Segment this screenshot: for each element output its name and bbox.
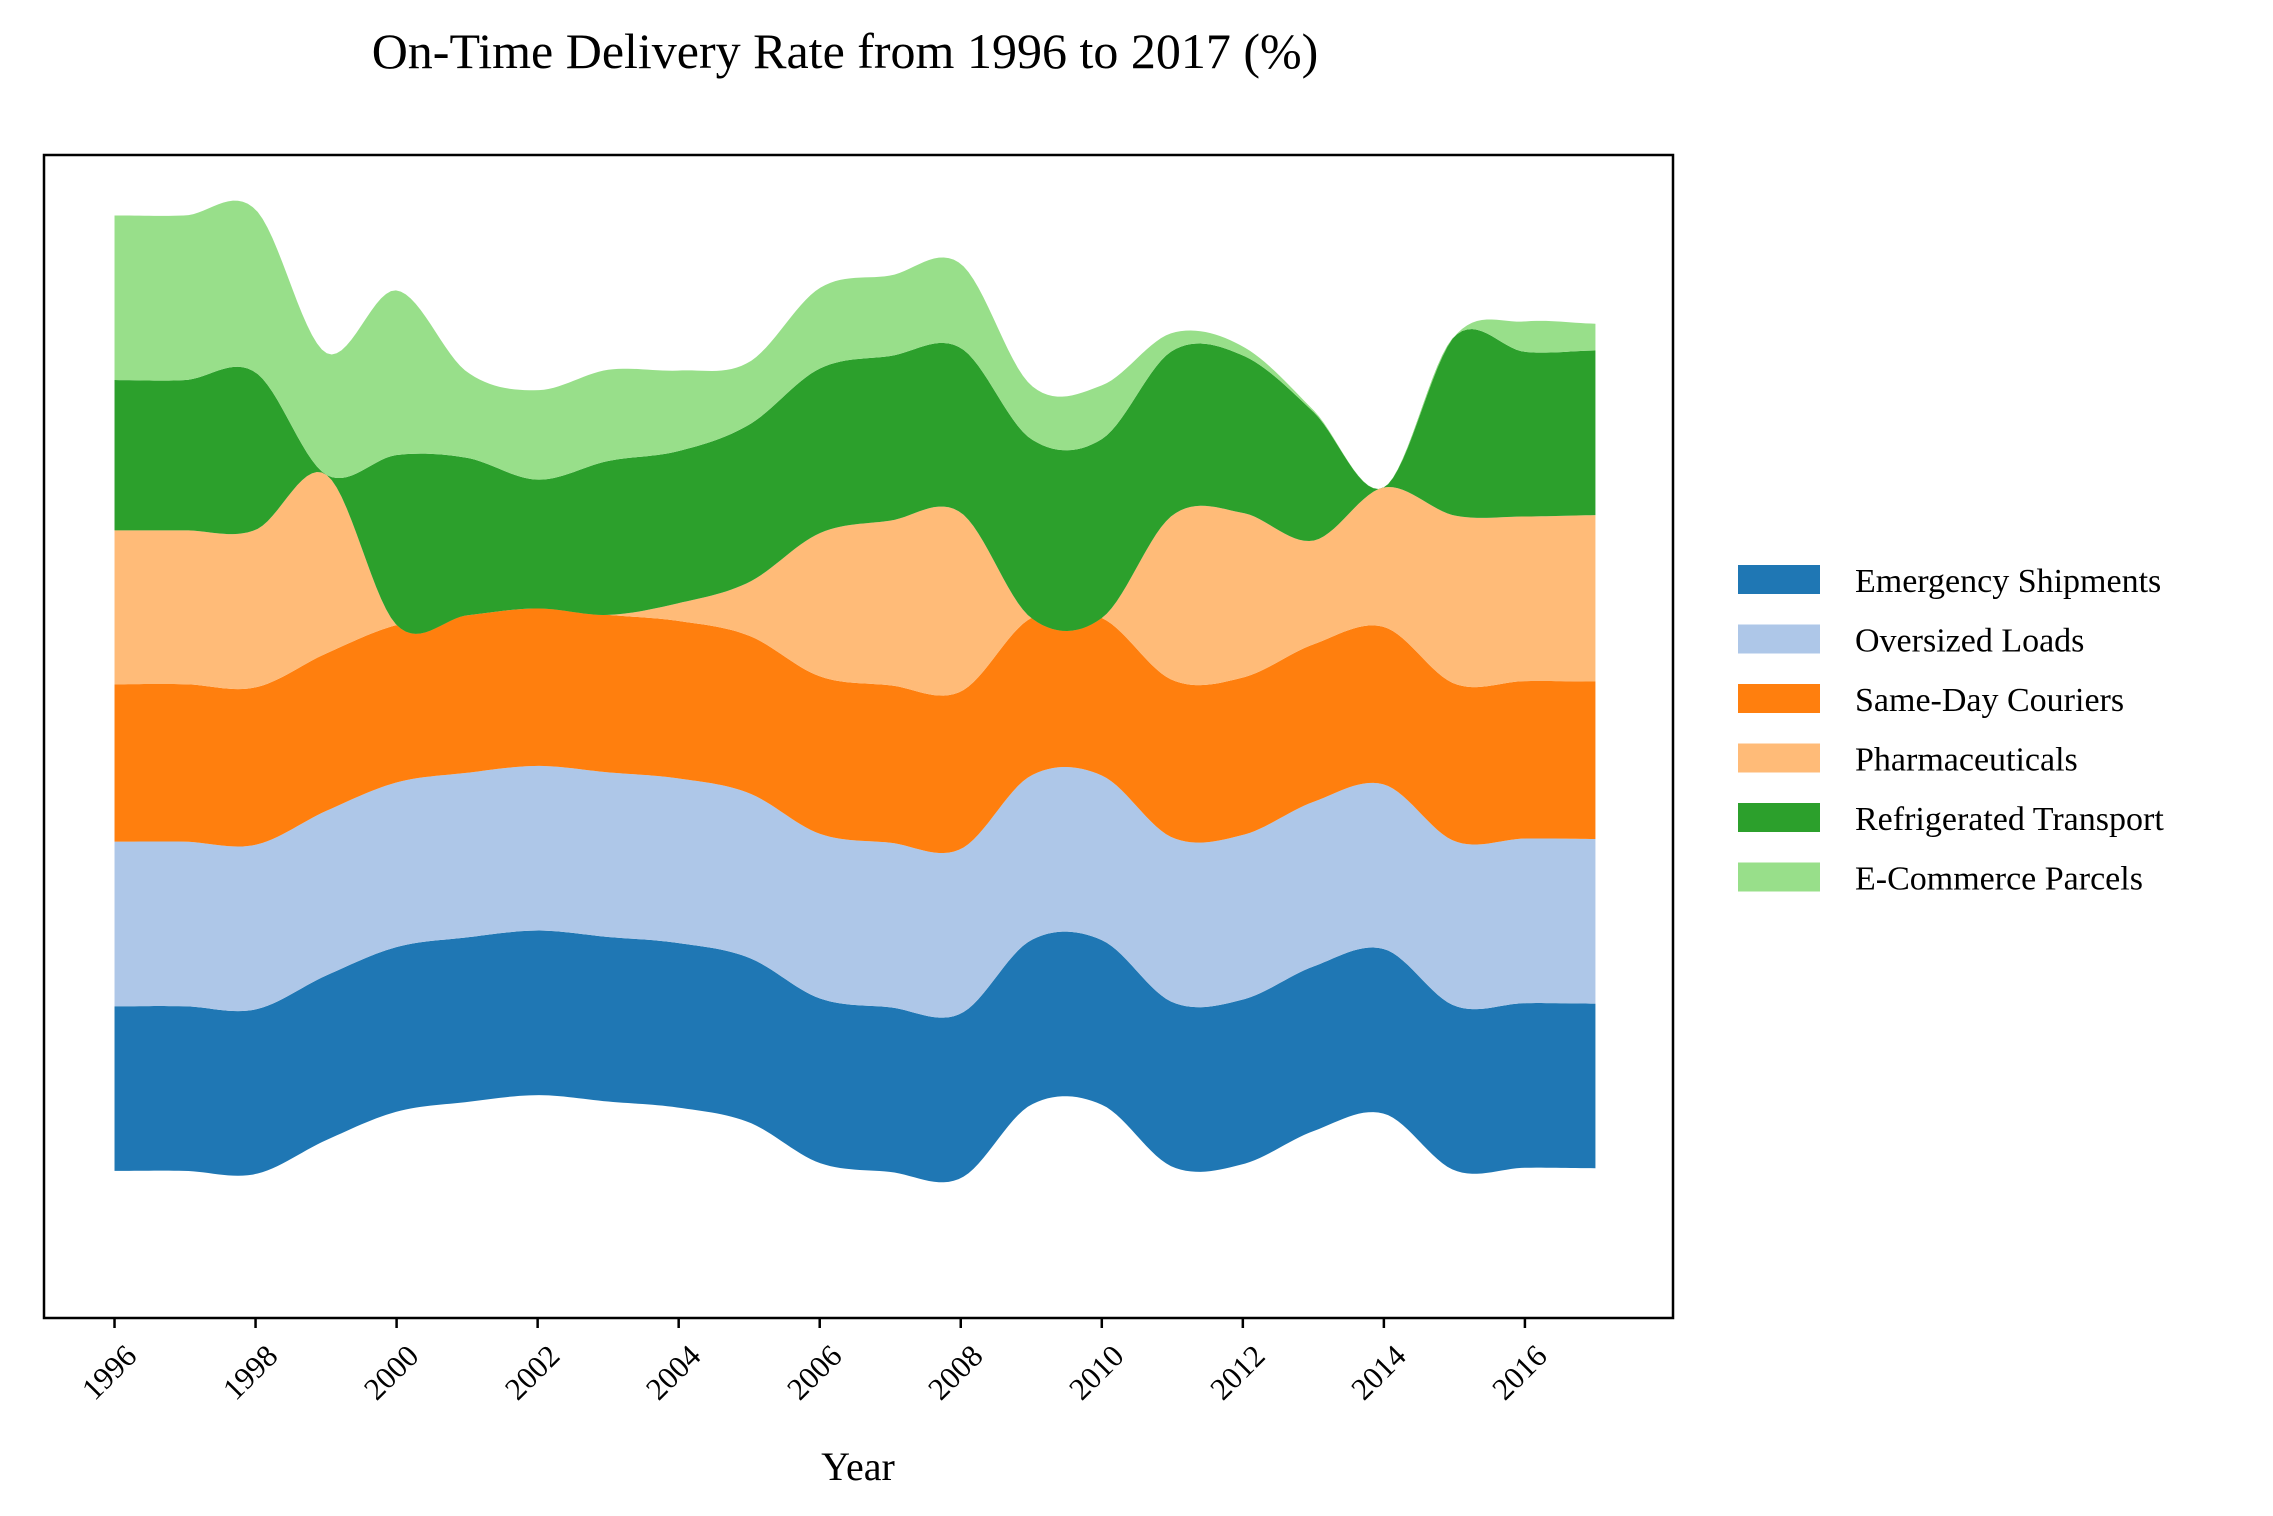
x-tick-label: 2006: [780, 1338, 849, 1407]
legend-label: Emergency Shipments: [1855, 563, 2161, 600]
x-tick-label: 2016: [1485, 1338, 1554, 1407]
legend-swatch: [1738, 565, 1820, 594]
legend-swatch: [1738, 624, 1820, 654]
legend-label: Same-Day Couriers: [1855, 682, 2124, 719]
x-tick-label: 2014: [1344, 1338, 1413, 1407]
legend-swatch: [1738, 743, 1820, 773]
legend-label: Refrigerated Transport: [1855, 801, 2164, 838]
x-axis: 1996 1998 2000 2002 2004 2006 2008 2010 2012 2014…: [75, 1318, 1554, 1407]
legend-swatch: [1738, 684, 1820, 713]
plot-frame: [42, 153, 1675, 1320]
x-tick-label: 2008: [921, 1338, 990, 1407]
x-tick-label: 2004: [639, 1338, 708, 1407]
x-tick-label: 1996: [75, 1338, 144, 1407]
stream-area-pharmaceuticals: [114, 472, 1596, 696]
stream-area-e-commerce-parcels: [114, 200, 1596, 489]
legend-swatch: [1738, 803, 1820, 832]
stream-area-emergency-shipments: [114, 930, 1596, 1183]
x-axis-label: Year: [821, 1444, 895, 1489]
stream-area-refrigerated-transport: [114, 329, 1596, 634]
legend-label: Oversized Loads: [1855, 623, 2084, 660]
stream-areas: [114, 200, 1596, 1183]
x-tick-label: 1998: [216, 1338, 285, 1407]
stream-area-same-day-couriers: [114, 608, 1596, 854]
legend-label: Pharmaceuticals: [1855, 742, 2078, 779]
x-tick-label: 2010: [1062, 1338, 1131, 1407]
x-tick-label: 2012: [1203, 1338, 1272, 1407]
chart-title: On-Time Delivery Rate from 1996 to 2017 …: [372, 23, 1319, 79]
x-tick-label: 2002: [498, 1338, 567, 1407]
legend-swatch: [1738, 862, 1820, 892]
legend-label: E-Commerce Parcels: [1855, 861, 2143, 898]
x-tick-label: 2000: [357, 1338, 426, 1407]
legend: Emergency Shipments Oversized Loads Same-D…: [1738, 563, 2164, 898]
stream-area-oversized-loads: [114, 765, 1596, 1018]
